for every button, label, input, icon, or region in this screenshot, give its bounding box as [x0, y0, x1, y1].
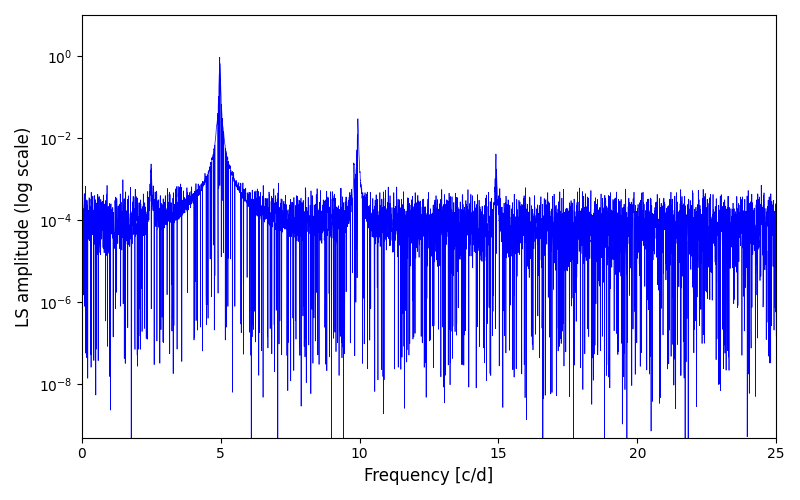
X-axis label: Frequency [c/d]: Frequency [c/d]: [364, 467, 494, 485]
Y-axis label: LS amplitude (log scale): LS amplitude (log scale): [15, 126, 33, 326]
